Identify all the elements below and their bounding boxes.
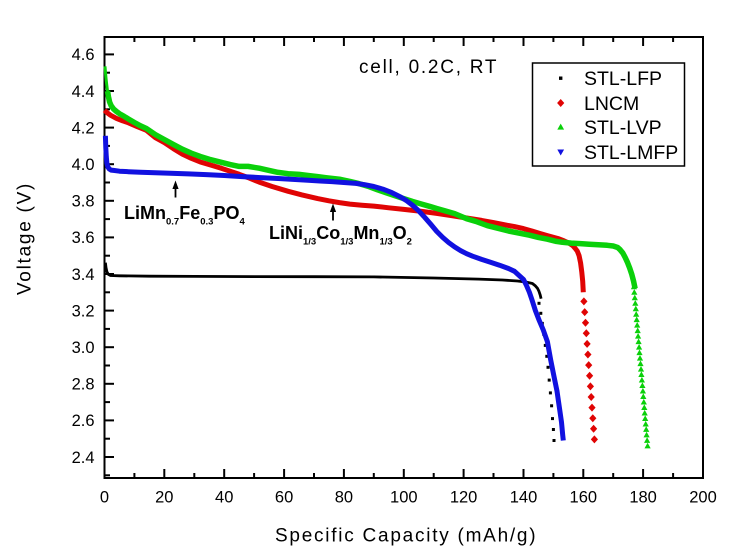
- svg-text:80: 80: [335, 488, 353, 506]
- svg-text:STL-LVP: STL-LVP: [584, 117, 662, 139]
- svg-text:160: 160: [570, 488, 598, 506]
- svg-text:3.2: 3.2: [72, 302, 95, 320]
- svg-text:20: 20: [155, 488, 173, 506]
- svg-text:200: 200: [689, 488, 717, 506]
- svg-text:0: 0: [100, 488, 109, 506]
- svg-text:4.0: 4.0: [72, 156, 95, 174]
- svg-text:60: 60: [275, 488, 293, 506]
- svg-text:2.4: 2.4: [72, 449, 95, 467]
- svg-text:Specific Capacity (mAh/g): Specific Capacity (mAh/g): [275, 526, 537, 547]
- svg-text:120: 120: [450, 488, 478, 506]
- svg-text:2.8: 2.8: [72, 376, 95, 394]
- svg-text:STL-LFP: STL-LFP: [584, 68, 662, 90]
- svg-text:3.6: 3.6: [72, 229, 95, 247]
- svg-text:180: 180: [629, 488, 657, 506]
- svg-text:4.6: 4.6: [72, 46, 95, 64]
- svg-text:3.0: 3.0: [72, 339, 95, 357]
- svg-text:4.4: 4.4: [72, 83, 95, 101]
- svg-text:3.4: 3.4: [72, 266, 95, 284]
- svg-text:3.8: 3.8: [72, 193, 95, 211]
- svg-text:100: 100: [390, 488, 418, 506]
- svg-text:140: 140: [510, 488, 538, 506]
- svg-text:4.2: 4.2: [72, 119, 95, 137]
- svg-text:Voltage (V): Voltage (V): [15, 182, 36, 295]
- svg-text:40: 40: [215, 488, 233, 506]
- svg-text:cell, 0.2C, RT: cell, 0.2C, RT: [359, 57, 498, 78]
- svg-text:2.6: 2.6: [72, 412, 95, 430]
- svg-text:STL-LMFP: STL-LMFP: [584, 142, 678, 164]
- svg-text:LNCM: LNCM: [584, 93, 639, 115]
